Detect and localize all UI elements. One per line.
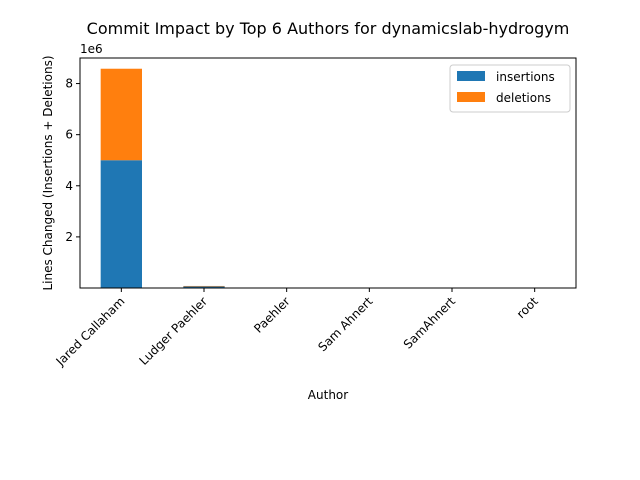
y-ticks: 2 4 6 8: [65, 77, 80, 244]
legend: insertions deletions: [449, 64, 571, 113]
legend-swatch-insertions: [457, 71, 485, 81]
x-tick-label: Paehler: [251, 294, 293, 336]
y-axis-label: Lines Changed (Insertions + Deletions): [41, 55, 55, 290]
x-tick-label: root: [514, 294, 541, 321]
x-tick-label: SamAhnert: [401, 294, 459, 352]
bars-group: [100, 68, 473, 288]
legend-swatch-deletions: [457, 92, 485, 102]
x-axis-label: Author: [308, 388, 348, 402]
bar-deletions-0: [100, 68, 142, 161]
y-tick-label: 4: [65, 179, 73, 193]
y-offset-label: 1e6: [80, 42, 103, 56]
x-ticks: Jared Callaham Ludger Paehler Paehler Sam A…: [53, 288, 541, 369]
x-tick-label: Jared Callaham: [53, 294, 128, 369]
bar-insertions-0: [100, 160, 142, 288]
legend-label-insertions: insertions: [496, 70, 555, 84]
axes-frame: [79, 57, 577, 289]
x-tick-label: Sam Ahnert: [315, 294, 375, 354]
chart-title: Commit Impact by Top 6 Authors for dynam…: [87, 19, 570, 38]
bar-deletions-1: [183, 285, 225, 287]
legend-label-deletions: deletions: [496, 91, 551, 105]
y-tick-label: 6: [65, 128, 73, 142]
bar-insertions-1: [183, 286, 225, 288]
y-tick-label: 2: [65, 230, 73, 244]
x-tick-label: Ludger Paehler: [136, 294, 210, 368]
y-tick-label: 8: [65, 77, 73, 91]
